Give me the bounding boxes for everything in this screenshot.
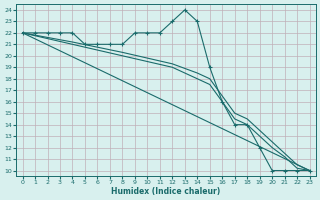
X-axis label: Humidex (Indice chaleur): Humidex (Indice chaleur)	[111, 187, 221, 196]
